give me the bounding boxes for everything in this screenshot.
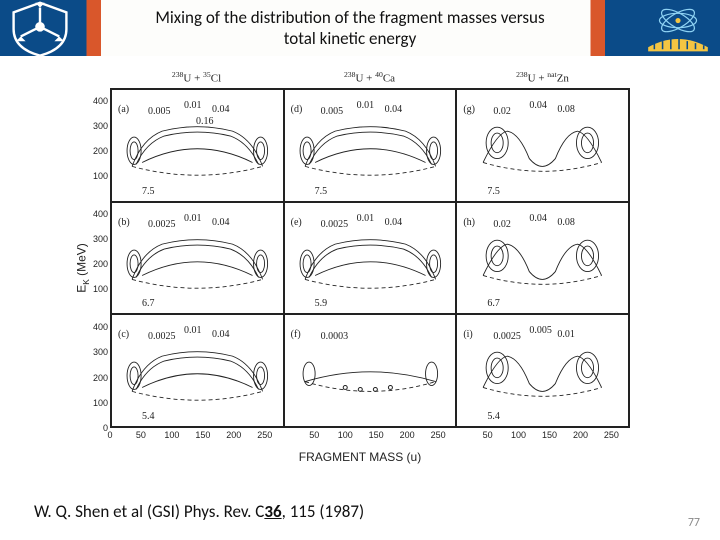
panel-letter: (d) (291, 104, 303, 115)
contour-label: 0.0025 (148, 331, 176, 342)
panel-letter: (h) (463, 217, 475, 228)
contour-label: 0.04 (385, 104, 403, 115)
panel-letter: (i) (463, 329, 472, 340)
contour-label: 0.0003 (321, 331, 349, 342)
panel-letter: (b) (118, 217, 130, 228)
contour-label: 0.0025 (493, 331, 521, 342)
contour-label: 0.04 (212, 104, 230, 115)
panel-bottom-value: 7.5 (142, 186, 155, 197)
contour-label: 0.01 (184, 213, 202, 224)
shield-logo-icon (4, 0, 76, 58)
contour-label: 0.16 (196, 116, 214, 127)
logo-right (642, 0, 714, 56)
x-axis-ticks: 0501001502002505010015020025050100150200… (110, 428, 630, 446)
header-bar: Mixing of the distribution of the fragme… (0, 0, 720, 56)
contour-label: 0.08 (557, 104, 575, 115)
contour-label: 0.01 (357, 100, 375, 111)
title-line1: Mixing of the distribution of the fragme… (155, 7, 544, 28)
col-head-1: 238U + 35Cl (110, 70, 283, 85)
panel-h: (h) 0.02 0.04 0.08 6.7 (456, 202, 629, 315)
panel-letter: (e) (291, 217, 302, 228)
panel-bottom-value: 7.5 (315, 186, 328, 197)
panel-a: (a) 0.005 0.01 0.040.16 7.5 (111, 89, 284, 202)
panel-letter: (a) (118, 104, 129, 115)
panel-e: (e) 0.0025 0.01 0.04 5.9 (284, 202, 457, 315)
panel-letter: (c) (118, 329, 129, 340)
contour-label: 0.04 (212, 329, 230, 340)
y-axis-label: EK (MeV) (75, 243, 91, 293)
citation-suffix: , 115 (1987) (282, 501, 365, 522)
panel-f: (f) 0.0003 (284, 314, 457, 427)
contour-label: 0.08 (557, 217, 575, 228)
page-number: 77 (688, 516, 700, 530)
citation-volume: 36 (264, 501, 281, 522)
col-head-2: 238U + 40Ca (283, 70, 456, 85)
panel-c: (c) 0.0025 0.01 0.04 5.4 (111, 314, 284, 427)
panel-bottom-value: 6.7 (487, 298, 500, 309)
contour-label: 0.04 (529, 213, 547, 224)
citation: W. Q. Shen et al (GSI) Phys. Rev. C36, 1… (34, 501, 364, 522)
contour-label: 0.005 (529, 325, 552, 336)
panel-bottom-value: 7.5 (487, 186, 500, 197)
contour-label: 0.02 (493, 106, 511, 117)
panel-b: (b) 0.0025 0.01 0.04 6.7 (111, 202, 284, 315)
contour-label: 0.01 (184, 325, 202, 336)
atom-building-icon (642, 2, 714, 53)
panel-d: (d) 0.005 0.01 0.04 7.5 (284, 89, 457, 202)
contour-label: 0.04 (385, 217, 403, 228)
panel-i: (i) 0.0025 0.005 0.01 5.4 (456, 314, 629, 427)
col-head-3: 238U + natZn (456, 70, 629, 85)
contour-label: 0.0025 (321, 219, 349, 230)
contour-label: 0.04 (212, 217, 230, 228)
contour-label: 0.005 (321, 106, 344, 117)
contour-label: 0.02 (493, 219, 511, 230)
panel-letter: (g) (463, 104, 475, 115)
panel-grid: (a)0.0050.010.040.167.5 (d)0.0050.010.04… (110, 88, 630, 428)
header-title: Mixing of the distribution of the fragme… (100, 7, 600, 50)
contour-label: 0.01 (357, 213, 375, 224)
contour-label: 0.005 (148, 106, 171, 117)
panel-letter: (f) (291, 329, 301, 340)
figure: 238U + 35Cl 238U + 40Ca 238U + natZn 400… (70, 68, 650, 468)
contour-label: 0.0025 (148, 219, 176, 230)
panel-bottom-value: 5.9 (315, 298, 328, 309)
title-line2: total kinetic energy (284, 28, 417, 49)
contour-label: 0.01 (184, 100, 202, 111)
panel-g: (g) 0.02 0.04 0.08 7.5 (456, 89, 629, 202)
panel-bottom-value: 5.4 (142, 411, 155, 422)
contour-label: 0.01 (557, 329, 575, 340)
panel-bottom-value: 6.7 (142, 298, 155, 309)
contour-label: 0.04 (529, 100, 547, 111)
logo-left (4, 0, 76, 56)
citation-prefix: W. Q. Shen et al (GSI) Phys. Rev. C (34, 501, 264, 522)
x-axis-label: FRAGMENT MASS (u) (299, 450, 421, 464)
panel-bottom-value: 5.4 (487, 411, 500, 422)
